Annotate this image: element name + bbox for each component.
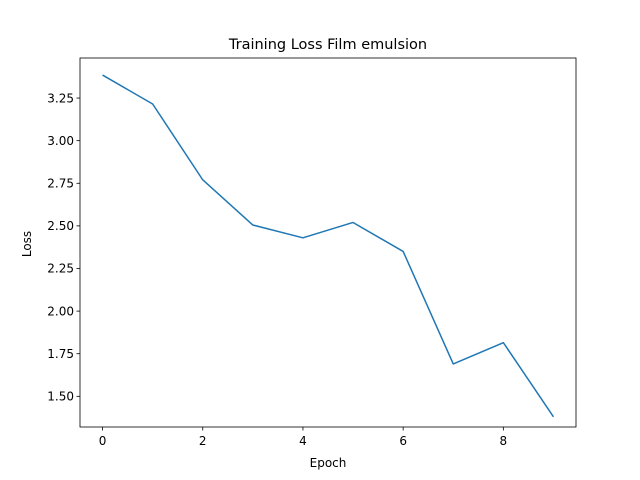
y-tick-label: 2.00 bbox=[47, 304, 74, 318]
x-axis: 0 2 4 6 8 bbox=[99, 427, 507, 448]
plot-area bbox=[102, 74, 555, 418]
x-tick-label: 4 bbox=[299, 434, 307, 448]
x-tick-label: 6 bbox=[399, 434, 407, 448]
x-tick-label: 8 bbox=[500, 434, 508, 448]
chart-title: Training Loss Film emulsion bbox=[228, 37, 427, 53]
y-axis: 1.50 1.75 2.00 2.25 2.50 2.75 3.00 3.25 bbox=[47, 91, 80, 404]
y-tick-label: 1.50 bbox=[47, 390, 74, 404]
y-tick-label: 2.50 bbox=[47, 219, 74, 233]
x-tick-label: 0 bbox=[99, 434, 107, 448]
y-tick-label: 3.25 bbox=[47, 91, 74, 105]
x-tick-label: 2 bbox=[199, 434, 207, 448]
y-tick-label: 2.25 bbox=[47, 262, 74, 276]
x-axis-label: Epoch bbox=[310, 456, 347, 470]
loss-series-line bbox=[102, 74, 555, 418]
plot-frame bbox=[79, 57, 577, 428]
y-tick-label: 3.00 bbox=[47, 134, 74, 148]
y-tick-label: 1.75 bbox=[47, 347, 74, 361]
y-axis-label: Loss bbox=[20, 231, 34, 257]
y-tick-label: 2.75 bbox=[47, 176, 74, 190]
